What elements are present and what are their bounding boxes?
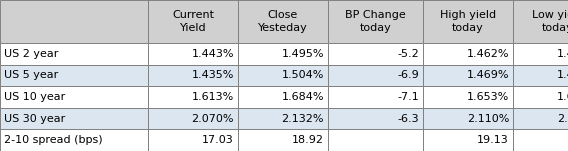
Bar bbox=[513, 0, 568, 43]
Bar bbox=[328, 129, 423, 151]
Bar bbox=[423, 129, 513, 151]
Bar bbox=[238, 65, 328, 86]
Bar bbox=[148, 129, 238, 151]
Text: 19.13: 19.13 bbox=[477, 135, 509, 145]
Text: 2.055%: 2.055% bbox=[557, 114, 568, 124]
Text: BP Change
today: BP Change today bbox=[345, 10, 406, 33]
Bar bbox=[328, 43, 423, 65]
Bar bbox=[0, 129, 148, 151]
Bar bbox=[238, 108, 328, 129]
Bar bbox=[0, 108, 148, 129]
Text: 1.504%: 1.504% bbox=[282, 70, 324, 80]
Bar bbox=[238, 129, 328, 151]
Text: US 10 year: US 10 year bbox=[4, 92, 65, 102]
Bar bbox=[238, 86, 328, 108]
Text: 1.419%: 1.419% bbox=[557, 70, 568, 80]
Bar bbox=[0, 86, 148, 108]
Bar bbox=[0, 0, 148, 43]
Bar bbox=[238, 0, 328, 43]
Bar bbox=[238, 43, 328, 65]
Text: 1.435%: 1.435% bbox=[191, 70, 234, 80]
Text: 1.613%: 1.613% bbox=[192, 92, 234, 102]
Bar bbox=[423, 108, 513, 129]
Bar bbox=[513, 43, 568, 65]
Text: 1.684%: 1.684% bbox=[282, 92, 324, 102]
Text: 1.601%: 1.601% bbox=[557, 92, 568, 102]
Bar bbox=[423, 65, 513, 86]
Text: 1.462%: 1.462% bbox=[466, 49, 509, 59]
Text: US 5 year: US 5 year bbox=[4, 70, 59, 80]
Text: 1.426%: 1.426% bbox=[557, 49, 568, 59]
Bar bbox=[148, 65, 238, 86]
Bar bbox=[148, 86, 238, 108]
Bar bbox=[423, 0, 513, 43]
Text: 1.495%: 1.495% bbox=[282, 49, 324, 59]
Bar bbox=[423, 43, 513, 65]
Text: Low yield
today: Low yield today bbox=[532, 10, 568, 33]
Text: -5.2: -5.2 bbox=[397, 49, 419, 59]
Bar bbox=[148, 43, 238, 65]
Bar bbox=[148, 0, 238, 43]
Bar bbox=[513, 108, 568, 129]
Text: 17.03: 17.03 bbox=[202, 135, 234, 145]
Text: High yield
today: High yield today bbox=[440, 10, 496, 33]
Text: 2.110%: 2.110% bbox=[467, 114, 509, 124]
Text: -6.3: -6.3 bbox=[398, 114, 419, 124]
Text: 2.132%: 2.132% bbox=[282, 114, 324, 124]
Text: US 2 year: US 2 year bbox=[4, 49, 59, 59]
Bar bbox=[328, 65, 423, 86]
Text: 2-10 spread (bps): 2-10 spread (bps) bbox=[4, 135, 103, 145]
Text: 1.653%: 1.653% bbox=[467, 92, 509, 102]
Text: Close
Yesteday: Close Yesteday bbox=[258, 10, 308, 33]
Text: 18.92: 18.92 bbox=[292, 135, 324, 145]
Text: US 30 year: US 30 year bbox=[4, 114, 65, 124]
Bar bbox=[148, 108, 238, 129]
Bar bbox=[328, 108, 423, 129]
Bar bbox=[513, 129, 568, 151]
Bar bbox=[513, 65, 568, 86]
Bar bbox=[328, 0, 423, 43]
Text: 2.070%: 2.070% bbox=[191, 114, 234, 124]
Text: Current
Yield: Current Yield bbox=[172, 10, 214, 33]
Text: 1.443%: 1.443% bbox=[191, 49, 234, 59]
Text: 1.469%: 1.469% bbox=[466, 70, 509, 80]
Bar bbox=[423, 86, 513, 108]
Bar bbox=[0, 43, 148, 65]
Text: 17.48: 17.48 bbox=[567, 135, 568, 145]
Bar bbox=[0, 65, 148, 86]
Text: -6.9: -6.9 bbox=[397, 70, 419, 80]
Text: -7.1: -7.1 bbox=[397, 92, 419, 102]
Bar bbox=[328, 86, 423, 108]
Bar bbox=[513, 86, 568, 108]
